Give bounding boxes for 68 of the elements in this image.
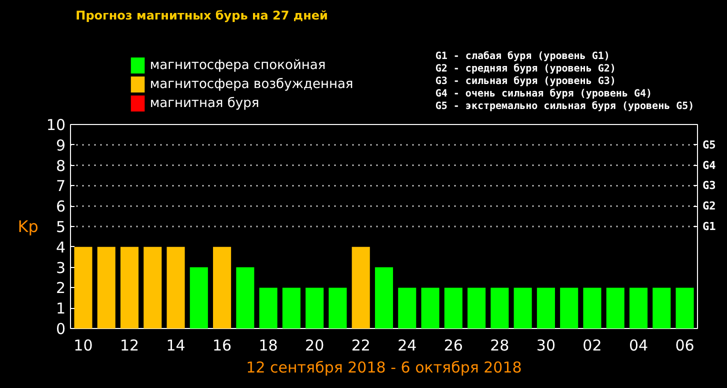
y-tick-label: 7	[56, 177, 66, 196]
y-tick-label: 8	[56, 156, 66, 175]
x-axis-title: 12 сентября 2018 - 6 октября 2018	[246, 358, 522, 376]
ref-line-label: G5	[702, 138, 716, 152]
ref-line-label: G1	[702, 220, 716, 233]
x-tick-label: 26	[444, 336, 463, 354]
bar	[144, 246, 162, 328]
x-tick-label: 18	[258, 336, 278, 354]
x-tick-label: 06	[675, 336, 694, 354]
bar	[74, 246, 92, 328]
x-tick-label: 30	[536, 336, 556, 354]
bar	[444, 288, 462, 328]
bar	[213, 246, 232, 328]
bar	[468, 288, 486, 328]
ref-line-label: G3	[702, 179, 716, 192]
bar	[629, 288, 648, 328]
y-tick-label: 2	[56, 279, 66, 298]
bar	[282, 288, 300, 328]
x-tick-label: 02	[582, 336, 602, 354]
bar	[166, 246, 185, 328]
text: G2 - средняя буря (уровень G2)	[435, 64, 616, 74]
ref-line-label: G2	[702, 200, 716, 213]
bar	[120, 246, 139, 328]
bar	[374, 267, 394, 328]
x-tick-label: 22	[351, 336, 370, 354]
bar	[606, 288, 624, 328]
x-tick-label: 14	[166, 336, 186, 354]
x-tick-label: 12	[120, 336, 140, 354]
y-tick-label: 3	[56, 258, 66, 277]
text: G1 - слабая буря (уровень G1)	[435, 51, 610, 62]
bar	[352, 246, 370, 328]
text: G4 - очень сильная буря (уровень G4)	[435, 88, 652, 100]
text: G5 - экстремально сильная буря (уровень G5)	[435, 101, 694, 112]
x-tick-label: 04	[628, 336, 648, 354]
y-axis-title: Kp	[18, 217, 38, 236]
bar	[560, 288, 578, 328]
bar	[328, 288, 347, 328]
x-tick-label: 10	[74, 336, 93, 354]
bar	[190, 267, 208, 328]
x-tick-label: 24	[398, 336, 417, 354]
bar	[490, 288, 509, 328]
text: G3 - сильная буря (уровень G3)	[435, 76, 616, 87]
chart-title: Прогноз магнитных бурь на 27 дней	[76, 8, 328, 22]
y-tick-label: 5	[56, 218, 66, 236]
bar	[583, 288, 602, 328]
y-tick-label: 0	[56, 320, 66, 338]
x-tick-label: 20	[305, 336, 324, 354]
bar	[421, 288, 440, 328]
x-tick-label: 16	[212, 336, 232, 354]
y-tick-label: 4	[56, 238, 66, 256]
bar	[306, 288, 324, 328]
y-tick-label: 1	[56, 300, 66, 318]
bar	[236, 267, 254, 328]
bar	[676, 288, 694, 328]
y-tick-label: 10	[46, 116, 66, 134]
legend-label: магнитосфера спокойная	[150, 58, 326, 73]
bar	[652, 288, 671, 328]
legend-label: магнитосфера возбужденная	[150, 77, 354, 92]
bar	[97, 246, 116, 328]
legend-label: магнитная буря	[150, 96, 260, 111]
ref-line-label: G4	[702, 158, 716, 172]
y-tick-label: 6	[56, 198, 66, 216]
x-tick-label: 28	[490, 336, 510, 354]
bar	[536, 288, 555, 328]
bar	[514, 288, 532, 328]
y-tick-label: 9	[56, 136, 66, 154]
bar	[259, 288, 278, 328]
bar	[398, 288, 416, 328]
